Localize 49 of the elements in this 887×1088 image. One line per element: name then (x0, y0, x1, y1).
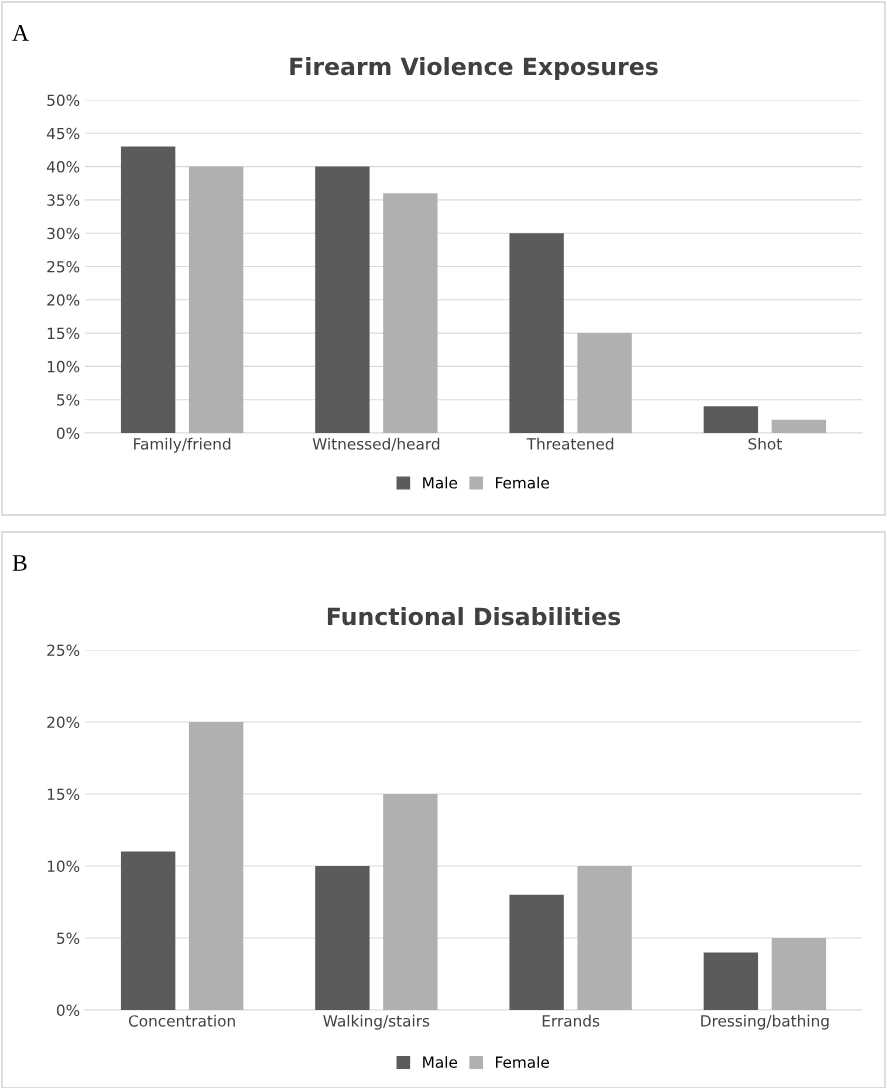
y-tick-label: 10% (47, 360, 80, 373)
bar (509, 233, 564, 433)
bar (120, 851, 176, 1010)
y-tick-label: 0% (56, 1004, 80, 1017)
chart-title: Firearm Violence Exposures (290, 57, 658, 80)
text: A (12, 25, 29, 41)
y-tick-label: 25% (47, 644, 80, 657)
text: B (12, 555, 27, 571)
legend-label: Female (496, 476, 549, 489)
bar (771, 938, 827, 1010)
x-tick-label: Dressing/bathing (701, 1014, 829, 1030)
y-tick-label: 30% (47, 227, 80, 240)
legend-label: Male (423, 476, 458, 489)
y-tick-label: 20% (47, 294, 80, 306)
x-tick-label: Concentration (128, 1014, 235, 1027)
bar (383, 193, 438, 433)
x-tick-label: Walking/stairs (323, 1014, 430, 1030)
x-tick-label: Threatened (526, 437, 614, 450)
bar (188, 166, 244, 433)
bar (577, 333, 632, 433)
y-tick-label: 5% (57, 394, 80, 406)
y-tick-label: 25% (47, 260, 80, 273)
x-tick-label: Witnessed/heard (312, 437, 440, 451)
bar (771, 419, 827, 433)
y-tick-label: 0% (56, 427, 80, 440)
y-tick-label: 50% (47, 94, 80, 107)
y-tick-label: 10% (47, 860, 80, 873)
bar (577, 866, 632, 1010)
bar (703, 406, 759, 433)
bar (315, 866, 370, 1010)
y-tick-label: 20% (47, 716, 80, 729)
legend-label: Male (423, 1056, 458, 1068)
bar (509, 894, 564, 1010)
x-tick-label: Family/friend (134, 437, 231, 453)
y-tick-label: 5% (57, 932, 80, 945)
y-tick-label: 15% (47, 788, 80, 801)
y-tick-label: 40% (46, 161, 80, 173)
bar (315, 166, 370, 433)
bar (383, 794, 438, 1010)
y-tick-label: 35% (47, 194, 80, 206)
y-tick-label: 45% (46, 127, 80, 140)
bar (120, 146, 176, 433)
legend-label: Female (496, 1056, 549, 1068)
x-tick-label: Errands (542, 1014, 600, 1027)
bar (703, 952, 759, 1010)
x-tick-label: Shot (748, 437, 782, 450)
chart-title: Functional Disabilities (327, 607, 621, 626)
y-tick-label: 15% (47, 327, 80, 340)
bar (188, 722, 244, 1010)
